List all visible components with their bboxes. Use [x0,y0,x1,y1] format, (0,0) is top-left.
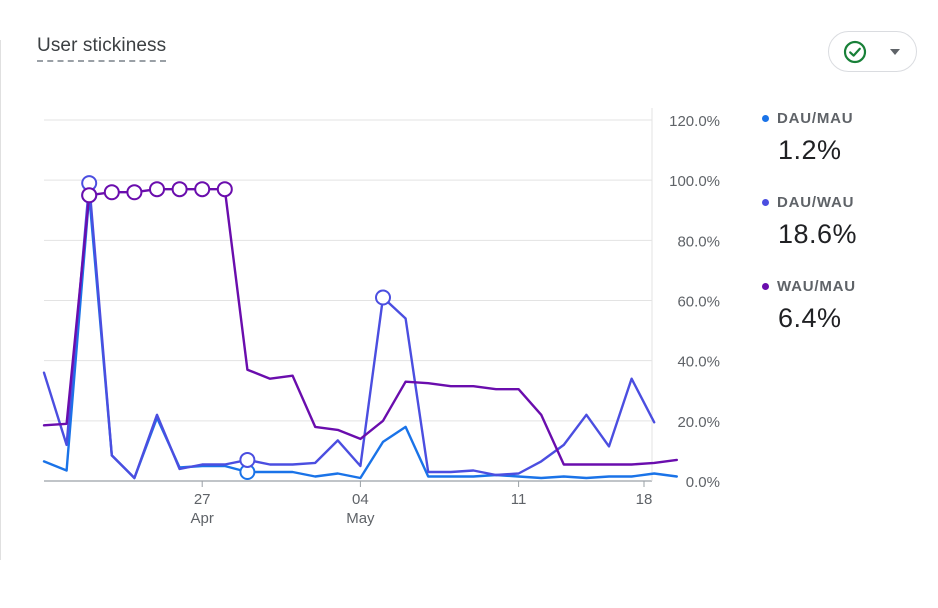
legend-name: DAU/WAU [777,194,855,211]
x-tick-day-label: 27 [194,491,211,508]
y-tick-label: 80.0% [677,233,720,250]
x-tick-month-label: Apr [191,510,214,527]
legend-name: DAU/MAU [777,110,854,127]
series-lines [42,181,678,480]
y-axis-labels: 120.0% 100.0% 80.0% 60.0% 40.0% 20.0% 0.0% [669,113,720,491]
x-axis-labels: 27 Apr 04 May 11 18 [191,481,653,527]
legend-value: 1.2% [778,135,842,165]
caret-down-icon [890,49,900,55]
data-point-marker[interactable] [81,187,98,204]
card-title[interactable]: User stickiness [37,35,167,62]
legend-dot [762,283,769,290]
series-line-dau-mau[interactable] [42,193,678,480]
y-tick-label: 40.0% [677,354,720,371]
legend-name: WAU/MAU [777,278,856,295]
data-point-marker[interactable] [103,184,120,201]
data-point-marker[interactable] [216,181,233,198]
legend-item[interactable]: DAU/WAU 18.6% [762,194,857,250]
y-tick-label: 120.0% [669,113,720,130]
check-circle-icon [843,40,867,64]
data-point-marker[interactable] [126,184,143,201]
legend-item[interactable]: DAU/MAU 1.2% [762,110,857,166]
x-tick-day-label: 18 [636,491,653,508]
data-point-marker[interactable] [239,451,256,468]
status-menu-button[interactable] [828,31,917,72]
series-line-dau-wau[interactable] [42,181,656,480]
chart-legend: DAU/MAU 1.2% DAU/WAU 18.6% WAU/MAU 6.4% [762,110,857,362]
series-line-wau-mau[interactable] [42,187,678,466]
y-tick-label: 20.0% [677,414,720,431]
data-point-marker[interactable] [149,181,165,198]
x-tick-month-label: May [346,510,375,527]
legend-value: 18.6% [778,219,858,249]
card-left-border [0,40,1,560]
series-markers [81,175,391,480]
data-point-marker[interactable] [194,181,211,198]
y-tick-label: 60.0% [677,294,720,311]
x-tick-day-label: 04 [352,491,369,508]
y-tick-label: 0.0% [686,474,720,491]
legend-item[interactable]: WAU/MAU 6.4% [762,278,857,334]
legend-dot [762,199,769,206]
x-tick-day-label: 11 [511,491,527,508]
chart-gridlines [44,108,653,482]
y-tick-label: 100.0% [669,173,720,190]
legend-value: 6.4% [778,303,842,333]
legend-dot [762,115,769,122]
data-point-marker[interactable] [171,181,188,198]
data-point-marker[interactable] [375,289,391,306]
